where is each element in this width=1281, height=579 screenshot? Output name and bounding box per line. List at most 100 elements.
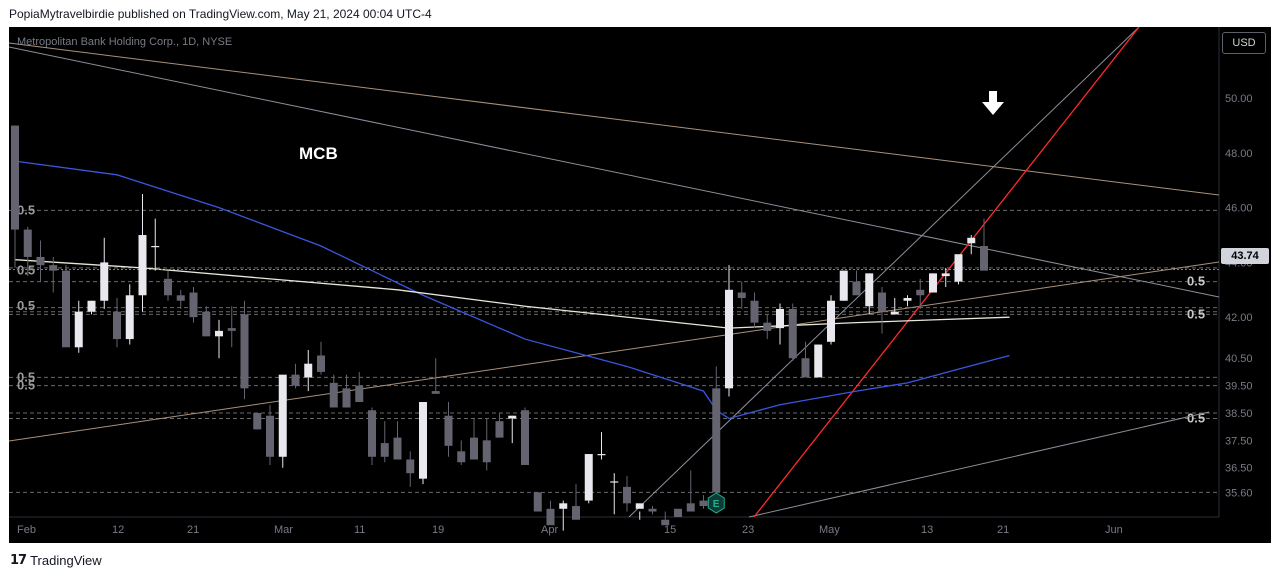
candle-body xyxy=(495,421,504,438)
candle-body xyxy=(533,492,542,512)
y-tick-label: 42.00 xyxy=(1225,312,1253,324)
candle xyxy=(674,508,682,517)
y-tick-label: 40.50 xyxy=(1225,353,1253,365)
candle-body xyxy=(342,388,351,408)
candle-body xyxy=(967,237,976,244)
candle-body xyxy=(482,440,491,463)
x-tick-label: 12 xyxy=(112,524,124,536)
candle-body xyxy=(470,437,478,460)
candle-body xyxy=(827,300,835,342)
candle xyxy=(916,278,925,309)
candle-body xyxy=(215,330,223,337)
candle-body xyxy=(801,358,810,378)
candle xyxy=(559,500,568,531)
candle xyxy=(852,270,861,296)
candle xyxy=(100,237,109,309)
candle-body xyxy=(610,481,619,483)
candle-body xyxy=(62,270,70,348)
candle xyxy=(393,421,402,460)
candle xyxy=(954,254,963,285)
candle-body xyxy=(941,273,950,277)
currency-button[interactable]: USD xyxy=(1222,32,1266,54)
candle xyxy=(253,412,262,430)
candle xyxy=(699,495,708,509)
candle-body xyxy=(635,503,644,509)
candle-body xyxy=(725,289,733,389)
candle-body xyxy=(368,410,376,457)
y-tick-label: 35.60 xyxy=(1225,487,1253,499)
candle-body xyxy=(852,281,861,296)
candle-body xyxy=(597,454,606,456)
candle xyxy=(317,341,325,375)
candle-body xyxy=(929,273,937,293)
candle-body xyxy=(36,256,45,266)
candle-body xyxy=(776,308,784,329)
candle xyxy=(138,193,147,312)
candle-body xyxy=(406,459,415,474)
candle-body xyxy=(151,245,160,248)
lower-trendline xyxy=(748,411,1210,518)
candle-body xyxy=(189,292,198,318)
candle xyxy=(890,298,899,315)
candle-body xyxy=(431,391,440,394)
candle xyxy=(470,418,478,460)
candle-body xyxy=(291,374,300,386)
candle-body xyxy=(661,519,670,526)
candle xyxy=(215,319,223,359)
candle-body xyxy=(87,300,96,312)
candle xyxy=(750,292,759,329)
candle xyxy=(661,511,670,526)
candle xyxy=(368,407,376,465)
x-tick-label: 15 xyxy=(664,524,676,536)
candle xyxy=(686,470,695,512)
candle xyxy=(521,407,529,465)
price-chart[interactable]: 50.0048.0046.0044.0042.0040.5039.5038.50… xyxy=(9,27,1271,543)
x-tick-label: 19 xyxy=(432,524,444,536)
candle xyxy=(62,265,70,348)
candle xyxy=(495,412,504,438)
candle xyxy=(202,306,211,337)
fib-level-label: 0.5 xyxy=(17,298,35,313)
chart-panel[interactable]: 50.0048.0046.0044.0042.0040.5039.5038.50… xyxy=(9,27,1271,543)
ticker-annotation: MCB xyxy=(299,144,338,163)
candle xyxy=(929,273,937,293)
candle xyxy=(23,226,32,277)
candle xyxy=(610,473,619,515)
candle-body xyxy=(393,437,402,460)
candle xyxy=(623,475,631,512)
candle xyxy=(903,295,912,307)
candle-body xyxy=(712,388,721,493)
x-tick-label: Feb xyxy=(17,524,36,536)
candle-body xyxy=(686,503,695,512)
x-tick-label: Apr xyxy=(541,524,558,536)
x-tick-label: 21 xyxy=(187,524,199,536)
candle-body xyxy=(750,300,759,323)
candle xyxy=(508,415,517,444)
candle-body xyxy=(329,382,338,408)
footer-brand: TradingView xyxy=(30,553,102,568)
fib-level-label: 0.5 xyxy=(17,263,35,278)
y-tick-label: 46.00 xyxy=(1225,203,1253,215)
candle-body xyxy=(202,311,211,337)
candle-body xyxy=(444,415,453,446)
fib-level-label: 0.5 xyxy=(17,202,35,217)
candle xyxy=(36,240,45,282)
candle xyxy=(865,273,874,315)
candle-body xyxy=(623,486,631,504)
candle xyxy=(227,306,236,348)
candle-body xyxy=(125,295,134,340)
candle xyxy=(737,281,746,309)
x-tick-label: 21 xyxy=(997,524,1009,536)
candle-body xyxy=(559,503,568,509)
candle xyxy=(635,503,644,520)
candle-body xyxy=(890,311,899,315)
candle xyxy=(406,451,415,487)
x-tick-label: 13 xyxy=(921,524,933,536)
symbol-title: Metropolitan Bank Holding Corp., 1D, NYS… xyxy=(17,36,233,48)
candle-body xyxy=(355,385,364,403)
candle xyxy=(572,484,580,520)
fib-level-label: 0.5 xyxy=(1187,274,1205,289)
y-tick-label: 38.50 xyxy=(1225,408,1253,420)
candle xyxy=(266,404,274,465)
candle-body xyxy=(113,311,121,340)
